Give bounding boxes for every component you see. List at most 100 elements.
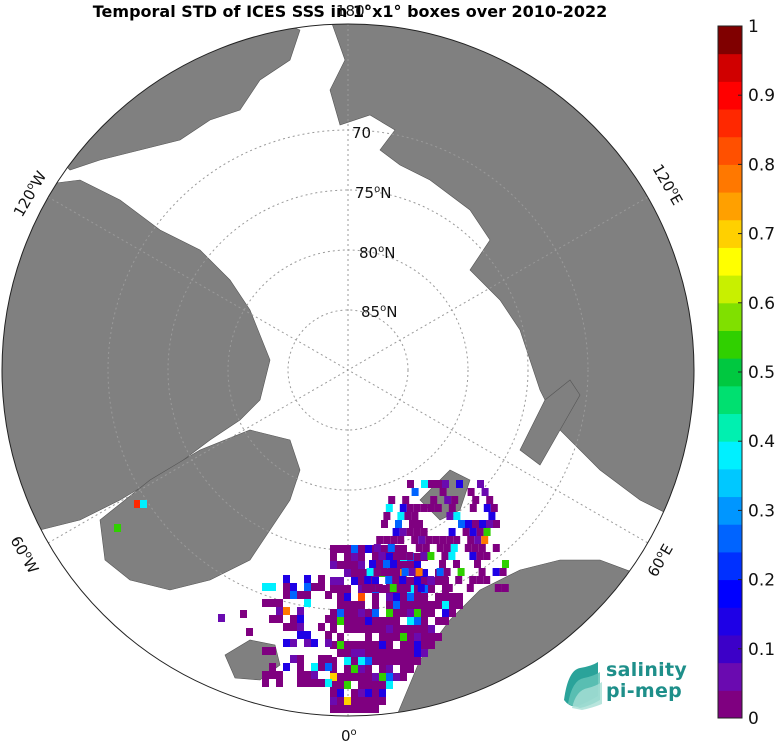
data-cell xyxy=(421,601,428,609)
colorbar-tick-label: 0.5 xyxy=(748,363,775,383)
data-cell xyxy=(372,617,379,625)
data-cell xyxy=(386,657,393,665)
data-cell xyxy=(386,633,393,641)
data-cell xyxy=(330,577,337,585)
data-cell xyxy=(414,593,421,601)
data-cell xyxy=(427,552,435,560)
data-cell xyxy=(411,512,419,520)
data-cell xyxy=(330,585,337,593)
sss-std-cells xyxy=(114,480,509,713)
data-cell xyxy=(467,536,475,544)
data-cell xyxy=(393,601,400,609)
data-cell xyxy=(483,576,491,584)
data-cell xyxy=(481,488,489,496)
data-cell xyxy=(365,697,372,705)
data-cell xyxy=(483,528,491,536)
data-cell xyxy=(351,689,358,697)
data-cell xyxy=(436,544,444,552)
colorbar-segment xyxy=(718,26,742,55)
data-cell xyxy=(379,545,386,553)
data-cell xyxy=(397,512,405,520)
data-cell xyxy=(365,673,372,681)
data-cell xyxy=(330,561,337,569)
data-cell xyxy=(337,609,344,617)
data-cell xyxy=(351,577,358,585)
data-cell xyxy=(337,585,344,593)
data-cell xyxy=(344,657,351,665)
lon-label-180: 180o xyxy=(336,2,371,20)
data-cell xyxy=(330,665,337,673)
data-cell xyxy=(297,679,304,687)
data-cell xyxy=(358,673,365,681)
data-cell xyxy=(372,697,379,705)
data-cell xyxy=(393,577,400,585)
data-cell xyxy=(373,568,381,576)
data-cell xyxy=(358,697,365,705)
data-cell xyxy=(330,681,337,689)
data-cell xyxy=(492,568,500,576)
data-cell xyxy=(304,591,311,599)
data-cell xyxy=(372,657,379,665)
data-cell xyxy=(414,633,421,641)
data-cell xyxy=(337,697,344,705)
data-cell xyxy=(365,657,372,665)
parallel-85 xyxy=(287,309,409,431)
data-cell xyxy=(472,520,479,528)
data-cell xyxy=(386,641,393,649)
data-cell xyxy=(325,615,332,623)
data-cell xyxy=(386,585,393,593)
data-cell xyxy=(446,512,454,520)
data-cell xyxy=(311,671,318,679)
data-cell xyxy=(368,584,376,592)
data-cell xyxy=(411,488,419,496)
logo-line1: salinity xyxy=(606,659,688,681)
data-cell xyxy=(372,705,379,713)
data-cell xyxy=(337,601,344,609)
data-cell xyxy=(337,593,344,601)
data-cell xyxy=(400,561,407,569)
data-cell xyxy=(365,625,372,633)
data-cell xyxy=(442,609,449,617)
data-cell xyxy=(358,585,365,593)
data-cell xyxy=(453,536,461,544)
colorbar-tick-label: 0.8 xyxy=(748,155,775,175)
logo-line2: pi-mep xyxy=(606,680,683,702)
data-cell xyxy=(337,705,344,713)
data-cell xyxy=(393,569,400,577)
data-cell xyxy=(483,504,491,512)
data-cell xyxy=(330,641,337,649)
data-cell xyxy=(318,583,325,591)
data-cell xyxy=(407,480,414,488)
data-cell xyxy=(414,641,421,649)
data-cell xyxy=(439,536,447,544)
data-cell xyxy=(351,657,358,665)
data-cell xyxy=(406,552,414,560)
data-cell xyxy=(435,617,442,625)
data-cell xyxy=(425,536,433,544)
data-cell xyxy=(386,625,393,633)
data-cell xyxy=(344,545,351,553)
data-cell xyxy=(297,663,304,671)
data-cell xyxy=(385,504,393,512)
data-cell xyxy=(428,633,435,641)
colorbar-segment xyxy=(718,524,742,553)
data-cell xyxy=(330,689,337,697)
data-cell xyxy=(372,593,379,601)
data-cell xyxy=(421,649,428,657)
data-cell xyxy=(358,617,365,625)
data-cell xyxy=(387,568,395,576)
data-cell xyxy=(386,553,393,561)
data-cell xyxy=(372,649,379,657)
data-cell xyxy=(372,601,379,609)
data-cell xyxy=(344,553,351,561)
data-cell xyxy=(383,560,390,568)
data-cell xyxy=(450,544,458,552)
data-cell xyxy=(358,609,365,617)
land-alaska xyxy=(49,24,301,171)
data-cell xyxy=(304,679,311,687)
land-novaya-zemlya xyxy=(519,379,581,466)
data-cell xyxy=(262,583,269,591)
data-cell xyxy=(455,576,463,584)
data-cell xyxy=(358,545,365,553)
data-cell xyxy=(414,649,421,657)
